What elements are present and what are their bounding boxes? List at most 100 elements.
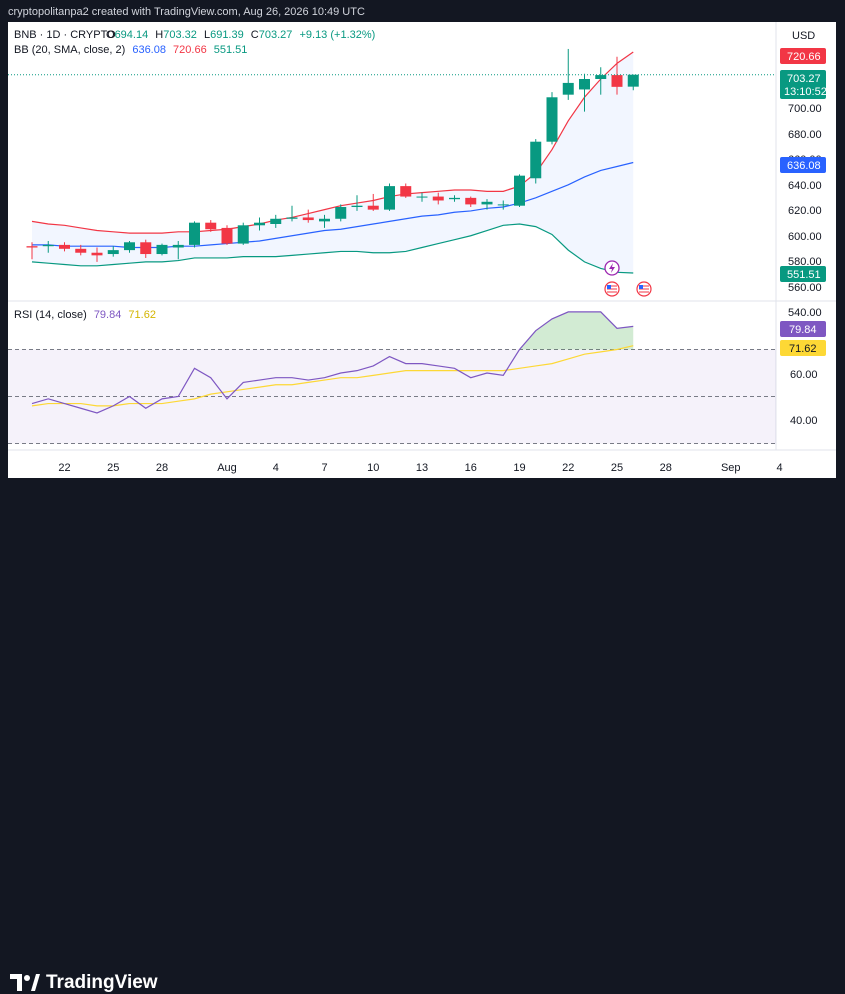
rsi-ma-value: 71.62 (128, 309, 156, 321)
rsi-tick: 60.00 (790, 369, 818, 381)
time-tick: 10 (367, 462, 379, 474)
chart-frame: BNB · 1D · CRYPTO O694.14 H703.32 L691.3… (8, 22, 836, 478)
close-label: C (251, 29, 259, 41)
candle-body (335, 207, 346, 219)
price-legend: BNB · 1D · CRYPTO O694.14 H703.32 L691.3… (14, 29, 375, 56)
candle-body (124, 242, 135, 250)
candle-body (92, 253, 103, 256)
header-caption: cryptopolitanpa2 created with TradingVie… (8, 6, 365, 18)
candle-body (75, 249, 86, 253)
candle-body (579, 79, 590, 89)
last-price-badge-text: 703.27 (787, 73, 821, 85)
open-value: 694.14 (115, 29, 149, 41)
low-value: 691.39 (210, 29, 244, 41)
candle-body (27, 246, 38, 247)
candle-body (628, 75, 639, 87)
candle-body (43, 245, 54, 246)
candle-body (238, 225, 249, 243)
rsi-pane (8, 312, 776, 444)
bollinger-bands (32, 52, 633, 273)
candle-body (514, 176, 525, 206)
candle-body (303, 217, 314, 220)
rsi-ma-badge-text: 71.62 (789, 343, 817, 355)
time-tick: 25 (611, 462, 623, 474)
price-tick: 620.00 (788, 205, 822, 217)
candle-body (108, 250, 119, 254)
candle-body (400, 186, 411, 196)
price-axis[interactable]: 700.00 680.00 660.00 640.00 620.00 600.0… (788, 103, 822, 319)
candle-body (140, 242, 151, 254)
candle-body (270, 219, 281, 224)
rsi-label: RSI (14, close) (14, 309, 87, 321)
time-tick: 7 (321, 462, 327, 474)
bb-lower-badge-text: 551.51 (787, 269, 821, 281)
candle-body (595, 75, 606, 79)
high-value: 703.32 (163, 29, 197, 41)
bb-basis-badge-text: 636.08 (787, 160, 821, 172)
us-flag-icon[interactable] (637, 282, 651, 296)
change-value: +9.13 (+1.32%) (299, 29, 375, 41)
candle-body (157, 245, 168, 254)
candle-body (498, 204, 509, 205)
price-tick: 680.00 (788, 129, 822, 141)
price-tick: 560.00 (788, 282, 822, 294)
tradingview-logo-icon (10, 974, 40, 992)
time-axis[interactable]: 22 25 28 Aug 4 7 10 13 16 19 22 25 28 Sep 4 (58, 462, 782, 474)
rsi-tick: 40.00 (790, 415, 818, 427)
candle-body (319, 219, 330, 222)
tradingview-logo[interactable]: TradingView (10, 972, 158, 994)
candle-body (547, 97, 558, 141)
price-tick: 540.00 (788, 307, 822, 319)
candle-body (449, 198, 460, 199)
candle-body (563, 83, 574, 95)
bb-upper-badge-text: 720.66 (787, 51, 821, 63)
candle-body (205, 223, 216, 230)
symbol-label: BNB · 1D · CRYPTO (14, 29, 116, 41)
time-tick: 13 (416, 462, 428, 474)
candle-body (287, 217, 298, 218)
candle-body (59, 245, 70, 249)
time-tick: 4 (776, 462, 782, 474)
candle-body (254, 223, 265, 226)
time-tick: 16 (465, 462, 477, 474)
time-tick: 22 (562, 462, 574, 474)
time-tick: Aug (217, 462, 237, 474)
candle-body (465, 198, 476, 205)
bb-lower-value: 551.51 (214, 44, 248, 56)
bb-upper-value: 720.66 (173, 44, 207, 56)
candle-body (352, 206, 363, 207)
chart-svg[interactable]: BNB · 1D · CRYPTO O694.14 H703.32 L691.3… (8, 22, 836, 478)
candle-body (417, 197, 428, 198)
price-tick: 600.00 (788, 231, 822, 243)
price-tick: 640.00 (788, 180, 822, 192)
high-label: H (155, 29, 163, 41)
rsi-legend: RSI (14, close) 79.84 71.62 (14, 309, 156, 321)
candle-body (433, 197, 444, 201)
candle-body (173, 245, 184, 248)
countdown-text: 13:10:52 (784, 86, 827, 98)
time-tick: 28 (156, 462, 168, 474)
svg-text:O694.14 H703.32: O694.14 H703.32 L691.39 C703.27 +9.13 (+… (106, 29, 375, 41)
price-tick: 700.00 (788, 103, 822, 115)
rsi-axis[interactable]: 60.00 40.00 79.84 71.62 (780, 321, 826, 427)
footer: TradingView (0, 478, 845, 531)
candle-body (530, 142, 541, 179)
time-tick: 25 (107, 462, 119, 474)
rsi-value: 79.84 (94, 309, 122, 321)
time-tick: Sep (721, 462, 741, 474)
top-bar: cryptopolitanpa2 created with TradingVie… (0, 0, 845, 22)
lightning-icon[interactable] (605, 261, 619, 275)
price-badges: 720.66 703.27 13:10:52 636.08 551.51 (780, 48, 827, 282)
candle-body (482, 202, 493, 205)
time-tick: 4 (273, 462, 279, 474)
candle-body (222, 228, 233, 244)
candle-body (368, 206, 379, 210)
time-tick: 19 (513, 462, 525, 474)
us-flag-icon[interactable] (605, 282, 619, 296)
rsi-badge-text: 79.84 (789, 324, 817, 336)
bb-basis-value: 636.08 (132, 44, 166, 56)
time-tick: 28 (660, 462, 672, 474)
bb-label: BB (20, SMA, close, 2) (14, 44, 125, 56)
tradingview-wordmark: TradingView (46, 972, 158, 994)
candle-body (189, 223, 200, 245)
